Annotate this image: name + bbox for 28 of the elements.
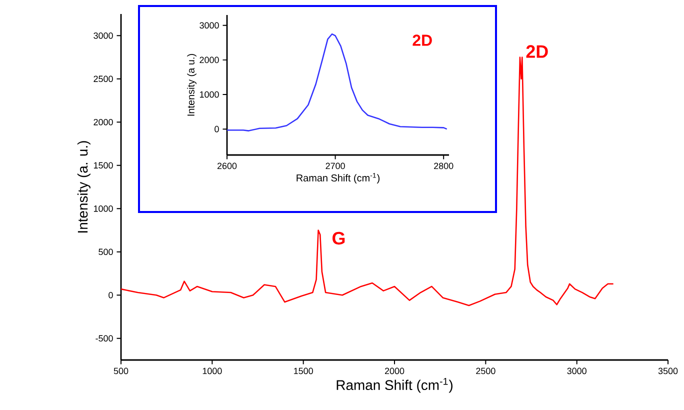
y-tick-label: 2000 [200,56,219,64]
annotation: G [332,232,345,245]
x-axis-title: Raman Shift (cm$^{-1}$) [296,172,380,184]
y-tick-label: 2500 [94,76,113,82]
x-tick-label: 2700 [326,162,345,170]
x-tick-label: 2500 [476,368,496,374]
x-tick-label: 2800 [434,162,454,170]
y-axis-title: Intensity (a u.) [187,54,196,116]
y-tick-label: 0 [214,126,219,132]
y-tick-label: 500 [98,248,113,256]
y-tick-label: 3000 [200,22,219,29]
x-tick-label: 1500 [294,368,313,374]
annotation: 2D [526,45,548,58]
y-tick-label: 2000 [94,118,113,126]
y-tick-label: 0 [108,292,113,298]
annotation: 2D [412,34,432,46]
x-tick-label: 3000 [567,368,586,374]
x-axis-title: Raman Shift (cm$^{-1}$) [336,378,452,393]
y-axis-title: Intensity (a. u.) [77,141,90,232]
y-tick-label: 3000 [94,32,113,39]
x-tick-label: 2000 [384,368,404,374]
x-tick-label: 2600 [217,162,237,170]
x-tick-label: 3500 [658,368,678,374]
line-series [226,33,448,132]
y-tick-label: 1000 [94,205,113,212]
x-tick-label: 500 [114,368,128,374]
y-tick-label: 1000 [200,91,219,98]
y-tick-label: -500 [96,335,113,342]
